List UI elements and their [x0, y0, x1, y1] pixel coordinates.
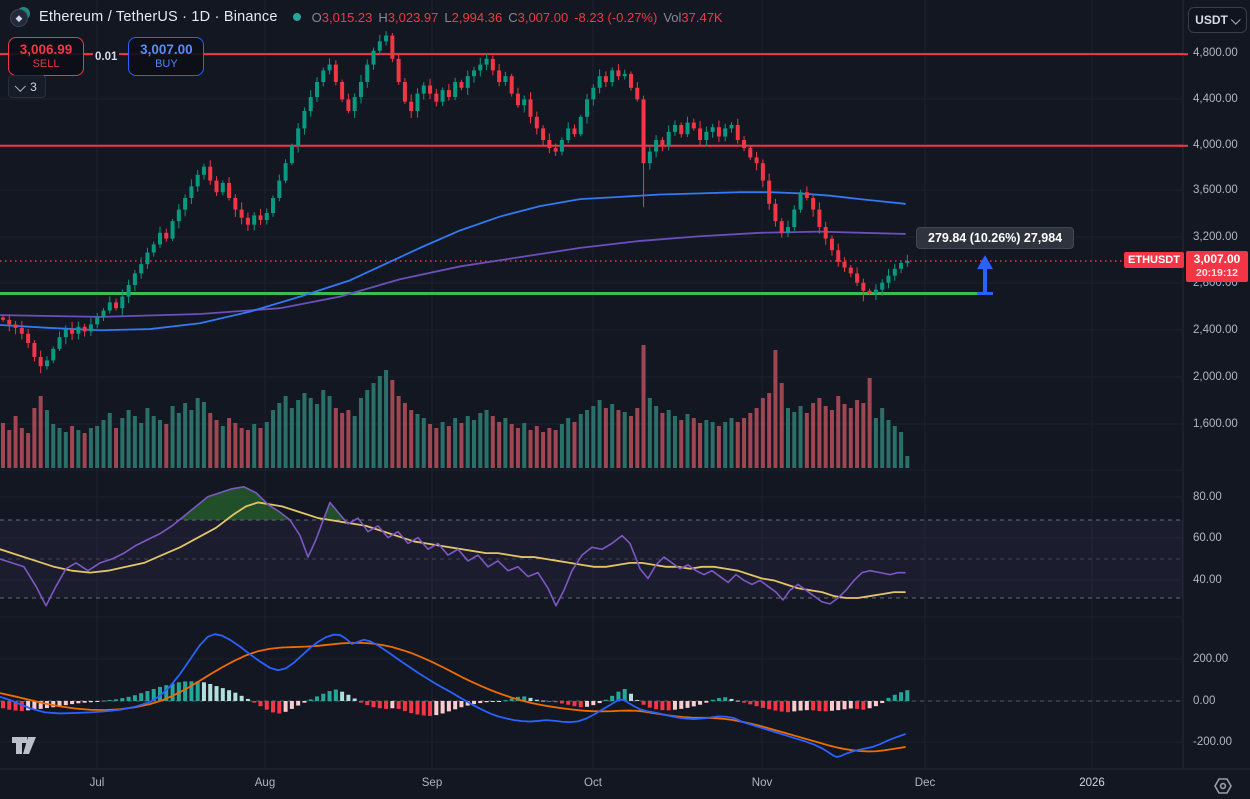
price-tick-label: 3,600.00 — [1193, 184, 1238, 196]
macd-tick-label: 0.00 — [1193, 695, 1216, 707]
time-tick-label: Jul — [89, 777, 105, 789]
high-value: 3,023.97 — [387, 9, 439, 25]
price-tick-label: 3,200.00 — [1193, 231, 1238, 243]
time-tick-label: Nov — [751, 777, 773, 789]
volume-value: 37.47K — [681, 9, 723, 25]
open-value: 3,015.23 — [321, 9, 373, 25]
measure-tooltip: 279.84 (10.26%) 27,984 — [916, 227, 1075, 249]
symbol-price-tag: ETHUSDT — [1124, 252, 1184, 268]
price-tick-label: 4,800.00 — [1193, 47, 1238, 59]
time-tick-label: Dec — [914, 777, 936, 789]
macd-tick-label: 200.00 — [1193, 653, 1229, 665]
price-tick-label: 4,000.00 — [1193, 139, 1238, 151]
change-value: -8.23 (-0.27%) — [574, 9, 658, 25]
rsi-tick-label: 40.00 — [1193, 574, 1222, 586]
chevron-down-icon — [1230, 14, 1241, 25]
spread-value: 0.01 — [93, 50, 120, 63]
ohlc-readout: O3,015.23 H3,023.97 L2,994.36 C3,007.00 … — [311, 9, 723, 25]
last-price-label: 3,007.00 20:19:12 — [1186, 251, 1248, 282]
ethereum-pair-icon: ◆ — [8, 6, 32, 28]
price-tick-label: 2,000.00 — [1193, 371, 1238, 383]
rsi-tick-label: 60.00 — [1193, 532, 1222, 544]
close-value: 3,007.00 — [517, 9, 569, 25]
chart-header: ◆ Ethereum / TetherUS · 1D · Binance O3,… — [8, 6, 723, 28]
sell-price: 3,006.99 — [19, 42, 73, 58]
market-status-icon — [292, 13, 301, 21]
low-value: 2,994.36 — [451, 9, 503, 25]
time-tick-label: Sep — [421, 777, 443, 789]
candle-count-value: 3 — [30, 79, 37, 94]
tradingview-logo-icon[interactable] — [12, 737, 46, 759]
bar-countdown: 20:19:12 — [1195, 267, 1239, 279]
macd-tick-label: -200.00 — [1193, 736, 1233, 748]
time-tick-label: Oct — [584, 777, 602, 789]
time-tick-label: Aug — [254, 777, 276, 789]
chevron-down-icon — [14, 80, 27, 92]
price-tick-label: 1,600.00 — [1193, 418, 1238, 430]
rsi-tick-label: 80.00 — [1193, 491, 1222, 503]
sell-button[interactable]: 3,006.99 SELL — [8, 37, 84, 76]
buy-price: 3,007.00 — [140, 42, 193, 58]
candle-count-dropdown[interactable]: 3 — [8, 75, 46, 98]
ethereum-coin-icon: ◆ — [10, 9, 28, 27]
settings-gear-icon[interactable] — [1213, 776, 1233, 796]
symbol-title[interactable]: Ethereum / TetherUS · 1D · Binance — [39, 9, 278, 25]
trade-panel: 3,006.99 SELL 0.01 3,007.00 BUY — [8, 37, 205, 76]
buy-button[interactable]: 3,007.00 BUY — [128, 37, 205, 76]
price-tick-label: 4,400.00 — [1193, 93, 1238, 105]
price-tick-label: 2,400.00 — [1193, 324, 1238, 336]
currency-dropdown[interactable]: USDT — [1188, 7, 1247, 33]
time-tick-label: 2026 — [1079, 777, 1105, 789]
